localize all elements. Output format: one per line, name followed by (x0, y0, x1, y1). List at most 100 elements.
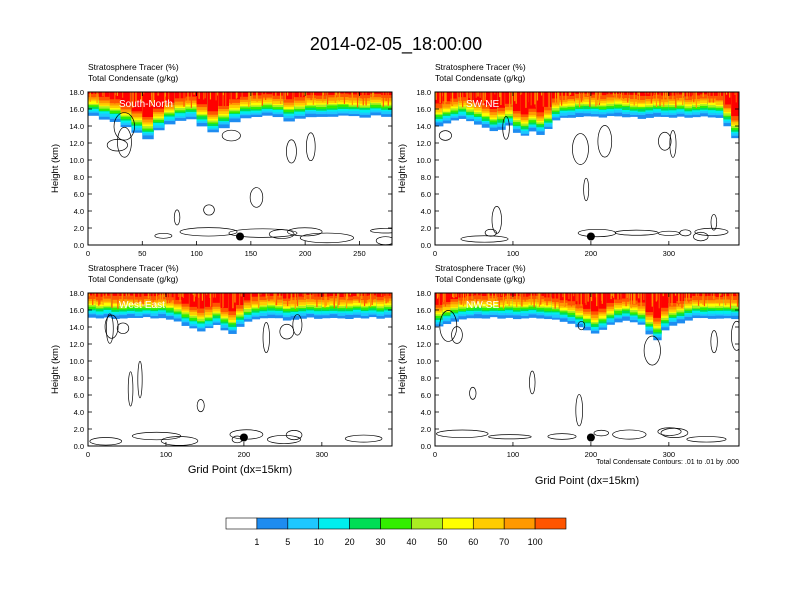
location-marker (586, 232, 595, 241)
condensate-contour (484, 228, 497, 237)
y-tick-label: 8.0 (421, 374, 431, 383)
tracer-cell (204, 293, 214, 307)
y-tick-label: 2.0 (421, 425, 431, 434)
tracer-streak (678, 293, 680, 303)
tracer-streak (204, 92, 206, 99)
condensate-contour (286, 139, 297, 164)
tracer-streak (482, 92, 484, 107)
tracer-streak (287, 92, 289, 96)
condensate-contour (679, 229, 692, 237)
y-tick-label: 18.0 (416, 289, 431, 298)
tracer-streak (303, 92, 305, 96)
tracer-streak (168, 92, 170, 102)
tracer-streak (500, 293, 503, 296)
tracer-streak (102, 293, 104, 306)
tracer-streak (568, 92, 570, 96)
tracer-streak (658, 293, 660, 309)
tracer-cell (126, 293, 136, 296)
tracer-streak (467, 293, 469, 306)
tracer-streak (717, 92, 719, 101)
y-tick-label: 18.0 (69, 88, 84, 97)
tracer-cell (676, 92, 686, 95)
tracer-streak (324, 92, 326, 97)
tracer-cell (218, 92, 230, 106)
tracer-streak (540, 92, 543, 96)
tracer-cell (174, 92, 187, 99)
condensate-contour (127, 371, 134, 407)
tracer-streak (96, 92, 98, 104)
y-tick-label: 16.0 (416, 105, 431, 114)
tracer-streak (516, 293, 518, 308)
tracer-cell (637, 92, 647, 96)
tracer-cell (614, 92, 623, 95)
condensate-contour (131, 431, 182, 441)
tracer-cell (473, 92, 483, 103)
tracer-streak (659, 92, 661, 107)
tracer-streak (585, 293, 587, 305)
tracer-streak (151, 92, 153, 106)
tracer-cell (590, 92, 600, 98)
tracer-streak (514, 92, 516, 102)
tracer-streak (638, 92, 640, 95)
x-tick-label: 300 (663, 249, 676, 258)
tracer-streak (361, 293, 363, 300)
tracer-streak (358, 293, 360, 303)
tracer-streak (314, 293, 316, 297)
tracer-cell (497, 92, 506, 108)
tracer-streak (305, 92, 307, 106)
tracer-streak (206, 293, 208, 296)
tracer-streak (637, 92, 639, 104)
tracer-cell (551, 293, 561, 299)
tracer-streak (578, 92, 581, 108)
tracer-streak (452, 293, 454, 298)
tracer-streak (230, 92, 232, 104)
tracer-cell (326, 92, 339, 95)
tracer-streak (309, 293, 311, 300)
tracer-streak (653, 92, 656, 95)
tracer-streak (530, 92, 532, 106)
tracer-streak (194, 293, 197, 297)
tracer-streak (504, 92, 506, 107)
condensate-contour (710, 214, 718, 231)
tracer-streak (565, 92, 567, 103)
tracer-cell (435, 92, 444, 104)
condensate-contour (583, 177, 590, 202)
y-tick-label: 14.0 (69, 122, 84, 131)
tracer-streak (326, 92, 329, 105)
tracer-streak (134, 293, 136, 298)
tracer-streak (557, 92, 559, 105)
tracer-streak (122, 92, 124, 98)
tracer-cell (353, 293, 362, 300)
tracer-streak (736, 293, 739, 307)
tracer-cell (661, 293, 670, 308)
tracer-cell (559, 92, 569, 101)
colorbar-label: 100 (528, 537, 543, 547)
tracer-streak (155, 293, 158, 301)
tracer-streak (634, 293, 636, 304)
tracer-streak (666, 92, 668, 100)
tracer-streak (455, 293, 457, 298)
tracer-streak (361, 92, 363, 99)
tracer-streak (214, 293, 216, 298)
y-tick-label: 12.0 (416, 139, 431, 148)
tracer-streak (249, 92, 251, 101)
tracer-streak (266, 293, 268, 303)
tracer-streak (612, 92, 615, 96)
tracer-streak (596, 92, 599, 100)
tracer-cell (544, 293, 553, 298)
tracer-streak (334, 92, 336, 103)
tracer-streak (655, 293, 657, 302)
tracer-streak (385, 293, 387, 304)
tracer-streak (686, 92, 688, 99)
condensate-contour (577, 320, 586, 331)
tracer-streak (279, 92, 282, 104)
tracer-streak (558, 293, 560, 303)
tracer-streak (275, 92, 277, 96)
tracer-streak (511, 92, 513, 105)
tracer-streak (372, 92, 374, 98)
subtitle-tracer: Stratosphere Tracer (%) (435, 62, 526, 72)
tracer-streak (163, 293, 165, 298)
colorbar: 1 5 10 20 30 40 50 60 70 100 (225, 517, 567, 547)
tracer-streak (626, 293, 628, 299)
tracer-cell (240, 92, 252, 97)
